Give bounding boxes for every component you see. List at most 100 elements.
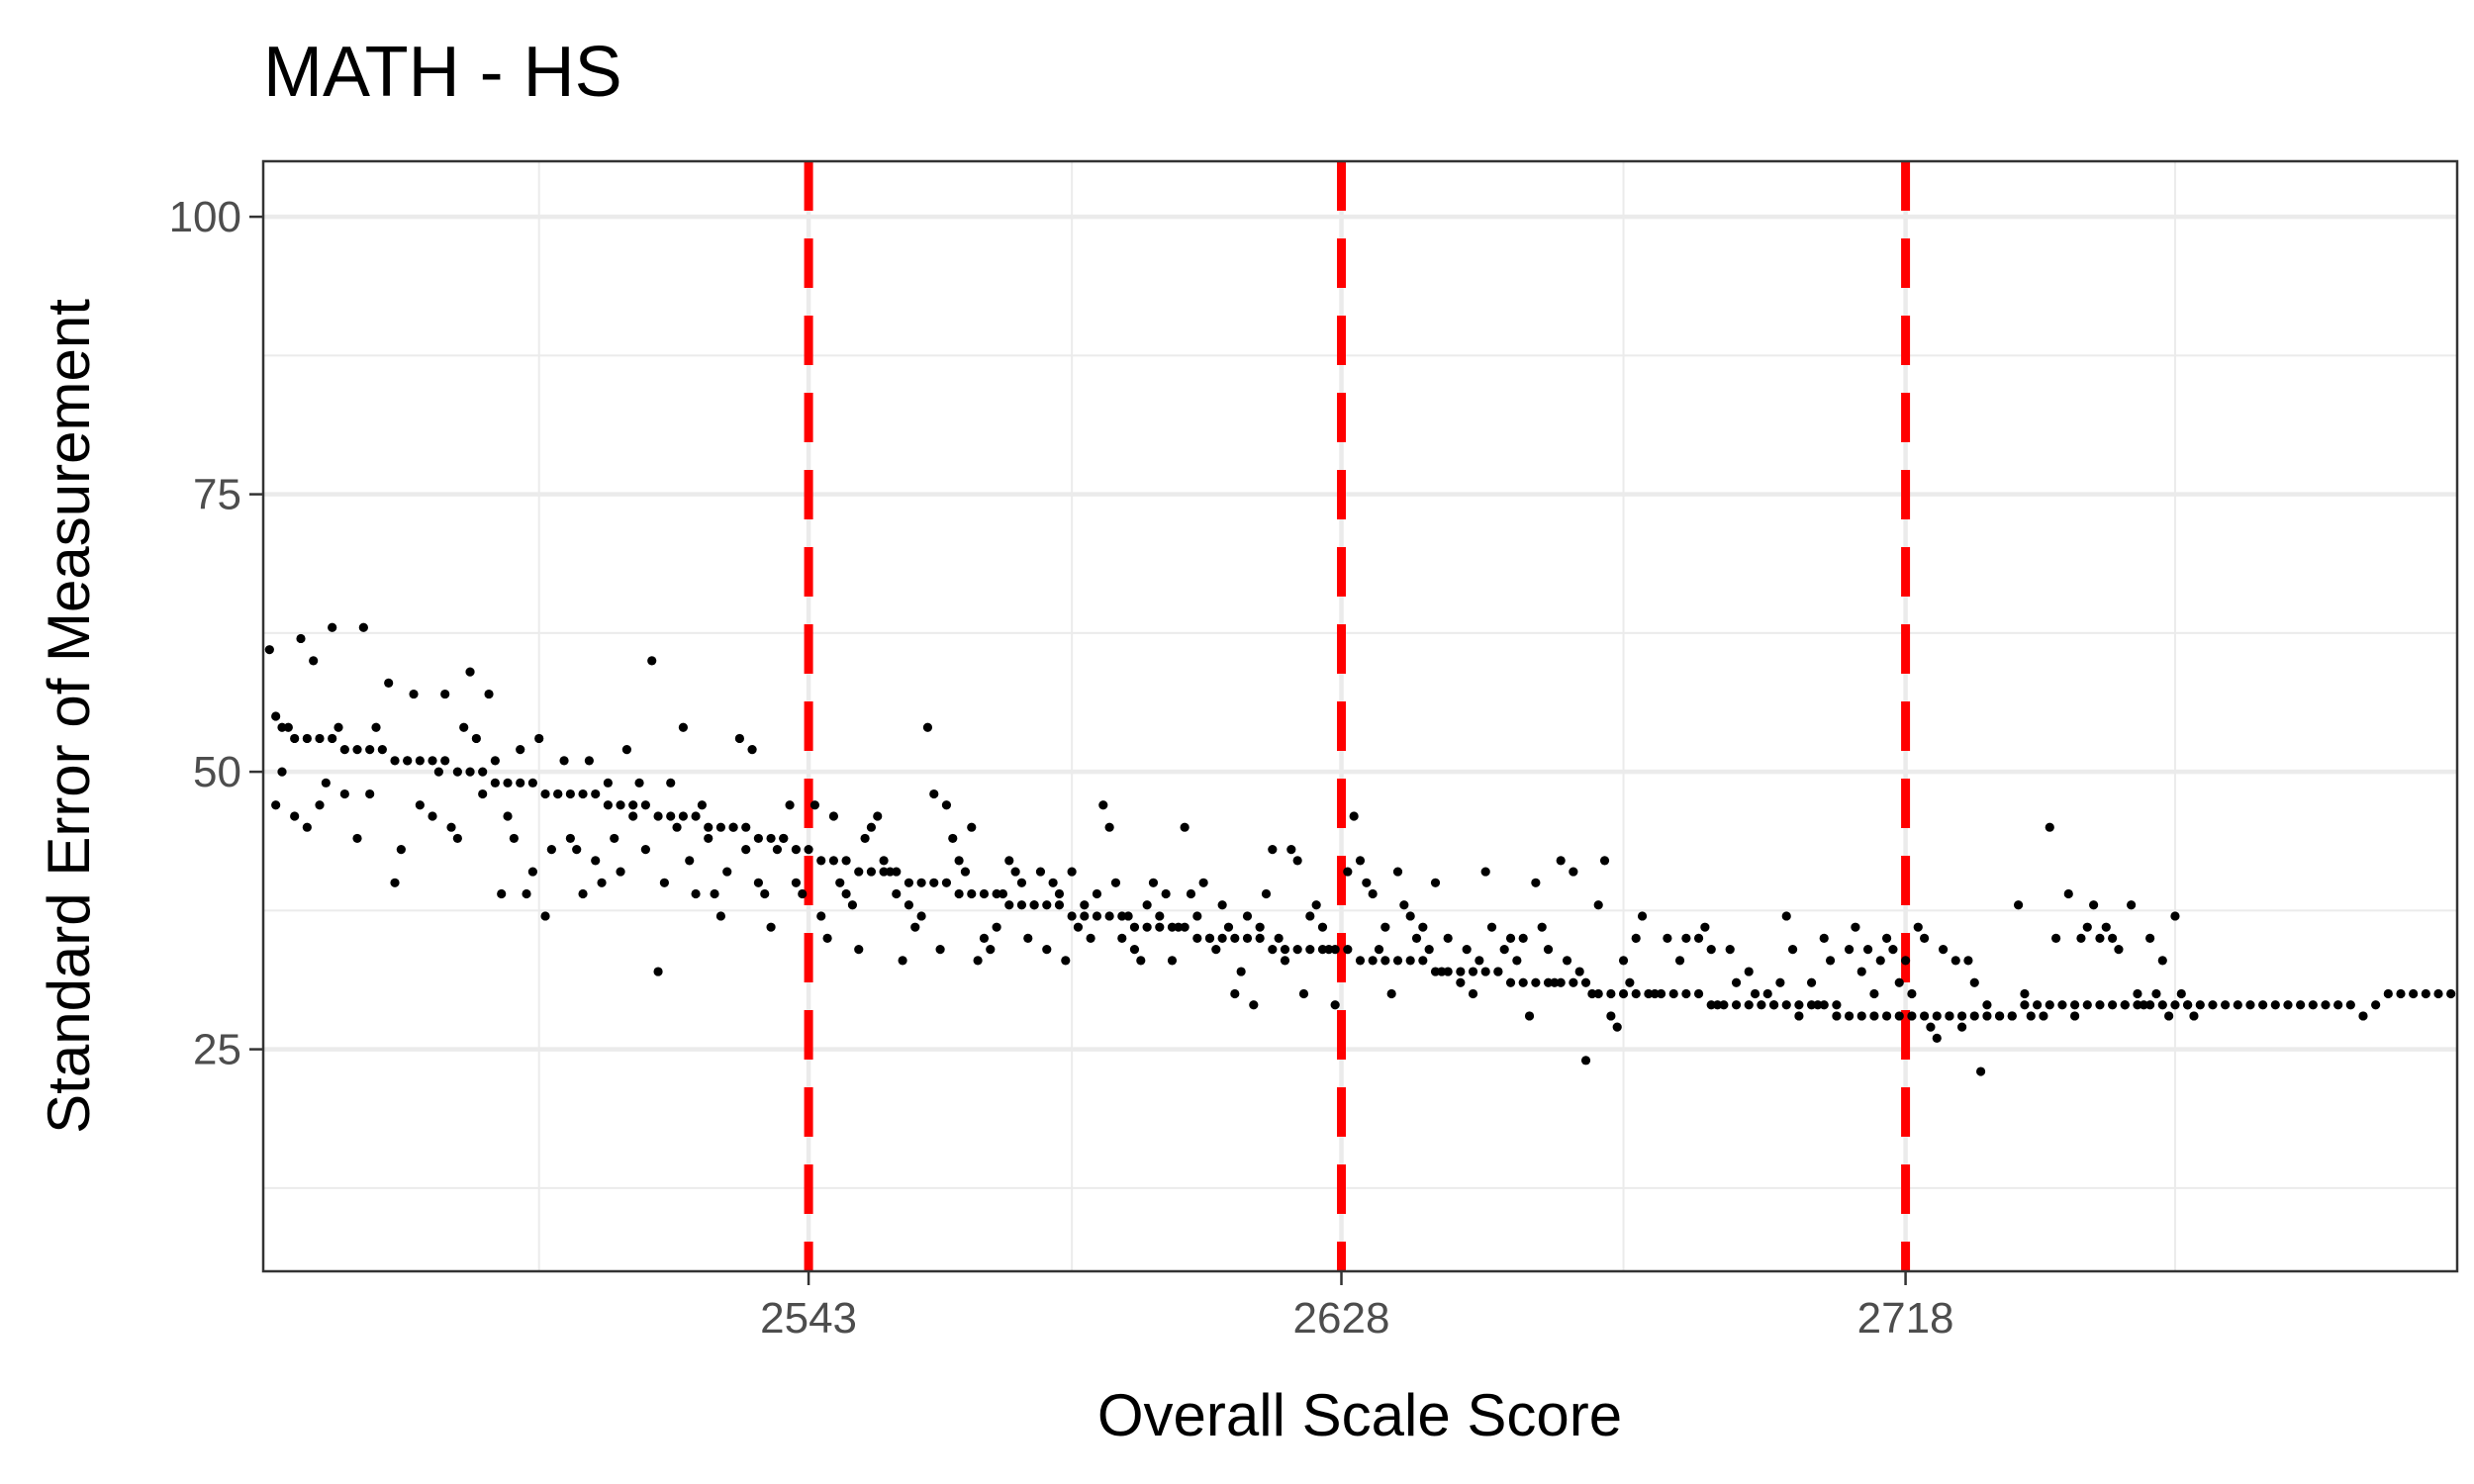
- data-point: [1631, 988, 1641, 999]
- data-point: [1700, 922, 1710, 932]
- data-point: [2221, 1000, 2231, 1010]
- data-point: [1123, 911, 1133, 921]
- data-point: [290, 811, 300, 821]
- data-point: [1411, 933, 1422, 944]
- data-point: [1668, 988, 1678, 999]
- data-point: [1768, 1000, 1779, 1010]
- y-tick-label: 25: [193, 1026, 241, 1074]
- data-point: [2145, 933, 2155, 944]
- data-point: [315, 800, 325, 810]
- data-point: [992, 922, 1001, 932]
- data-point: [2396, 988, 2406, 999]
- data-point: [1117, 911, 1127, 921]
- data-point: [584, 756, 594, 766]
- data-point: [2095, 933, 2105, 944]
- data-point: [616, 800, 625, 810]
- data-point: [390, 756, 400, 766]
- data-point: [1023, 933, 1033, 944]
- data-point: [522, 888, 531, 899]
- data-point: [1268, 945, 1278, 955]
- data-point: [1956, 1022, 1967, 1032]
- data-point: [1881, 933, 1892, 944]
- data-point: [1292, 945, 1302, 955]
- data-point: [1832, 1011, 1842, 1021]
- data-point: [929, 878, 939, 887]
- data-point: [428, 756, 437, 766]
- data-point: [992, 888, 1001, 899]
- data-point: [973, 956, 983, 966]
- data-point: [1543, 977, 1554, 987]
- data-point: [1712, 1000, 1723, 1010]
- data-point: [1932, 1011, 1942, 1021]
- data-point: [2270, 1000, 2280, 1010]
- data-point: [1424, 945, 1434, 955]
- data-point: [1644, 988, 1654, 999]
- data-point: [415, 756, 425, 766]
- data-point: [672, 822, 682, 832]
- data-point: [1587, 988, 1597, 999]
- data-point: [2020, 1000, 2030, 1010]
- data-point: [1211, 945, 1221, 955]
- data-point: [1110, 878, 1121, 887]
- data-point: [1236, 967, 1246, 976]
- data-point: [1499, 945, 1509, 955]
- data-point: [904, 900, 914, 910]
- x-axis-title: Overall Scale Score: [1097, 1382, 1622, 1448]
- data-point: [1832, 1000, 1842, 1010]
- data-point: [428, 811, 437, 821]
- data-point: [2108, 933, 2118, 944]
- data-point: [954, 888, 964, 899]
- data-point: [1556, 856, 1566, 866]
- data-point: [1518, 977, 1528, 987]
- data-point: [1136, 956, 1146, 966]
- data-point: [452, 767, 462, 777]
- data-point: [1975, 1067, 1986, 1076]
- data-point: [339, 745, 349, 755]
- data-point: [1161, 888, 1171, 899]
- data-point: [1204, 933, 1215, 944]
- data-point: [352, 833, 362, 844]
- data-point: [1167, 956, 1178, 966]
- data-point: [465, 667, 475, 677]
- data-point: [879, 867, 889, 877]
- data-point: [1819, 1000, 1829, 1010]
- data-point: [309, 656, 319, 666]
- data-point: [986, 945, 996, 955]
- data-point: [1430, 967, 1441, 976]
- data-point: [922, 722, 933, 732]
- data-point: [283, 722, 293, 732]
- data-point: [1875, 956, 1885, 966]
- data-point: [892, 867, 902, 877]
- data-point: [2170, 1000, 2180, 1010]
- data-point: [358, 622, 368, 632]
- data-point: [509, 833, 519, 844]
- y-tick-label: 100: [169, 193, 241, 241]
- data-point: [2101, 922, 2111, 932]
- data-point: [527, 867, 537, 877]
- data-point: [2233, 1000, 2242, 1010]
- data-point: [396, 845, 406, 855]
- data-point: [1230, 933, 1240, 944]
- data-point: [1794, 1011, 1804, 1021]
- data-point: [2371, 1000, 2381, 1010]
- data-point: [2183, 1000, 2193, 1010]
- data-point: [772, 845, 783, 855]
- data-point: [854, 945, 864, 955]
- data-point: [1982, 1011, 1992, 1021]
- data-point: [1042, 900, 1052, 910]
- data-point: [1693, 933, 1704, 944]
- data-point: [1825, 956, 1836, 966]
- data-point: [1556, 977, 1566, 987]
- data-point: [1543, 945, 1554, 955]
- data-point: [1762, 988, 1772, 999]
- data-point: [1574, 967, 1584, 976]
- data-point: [2446, 988, 2456, 999]
- data-point: [1862, 945, 1873, 955]
- data-point: [540, 788, 550, 799]
- data-point: [1606, 1011, 1616, 1021]
- data-point: [1531, 977, 1541, 987]
- data-point: [653, 967, 663, 976]
- data-point: [597, 878, 607, 887]
- data-point: [1355, 956, 1366, 966]
